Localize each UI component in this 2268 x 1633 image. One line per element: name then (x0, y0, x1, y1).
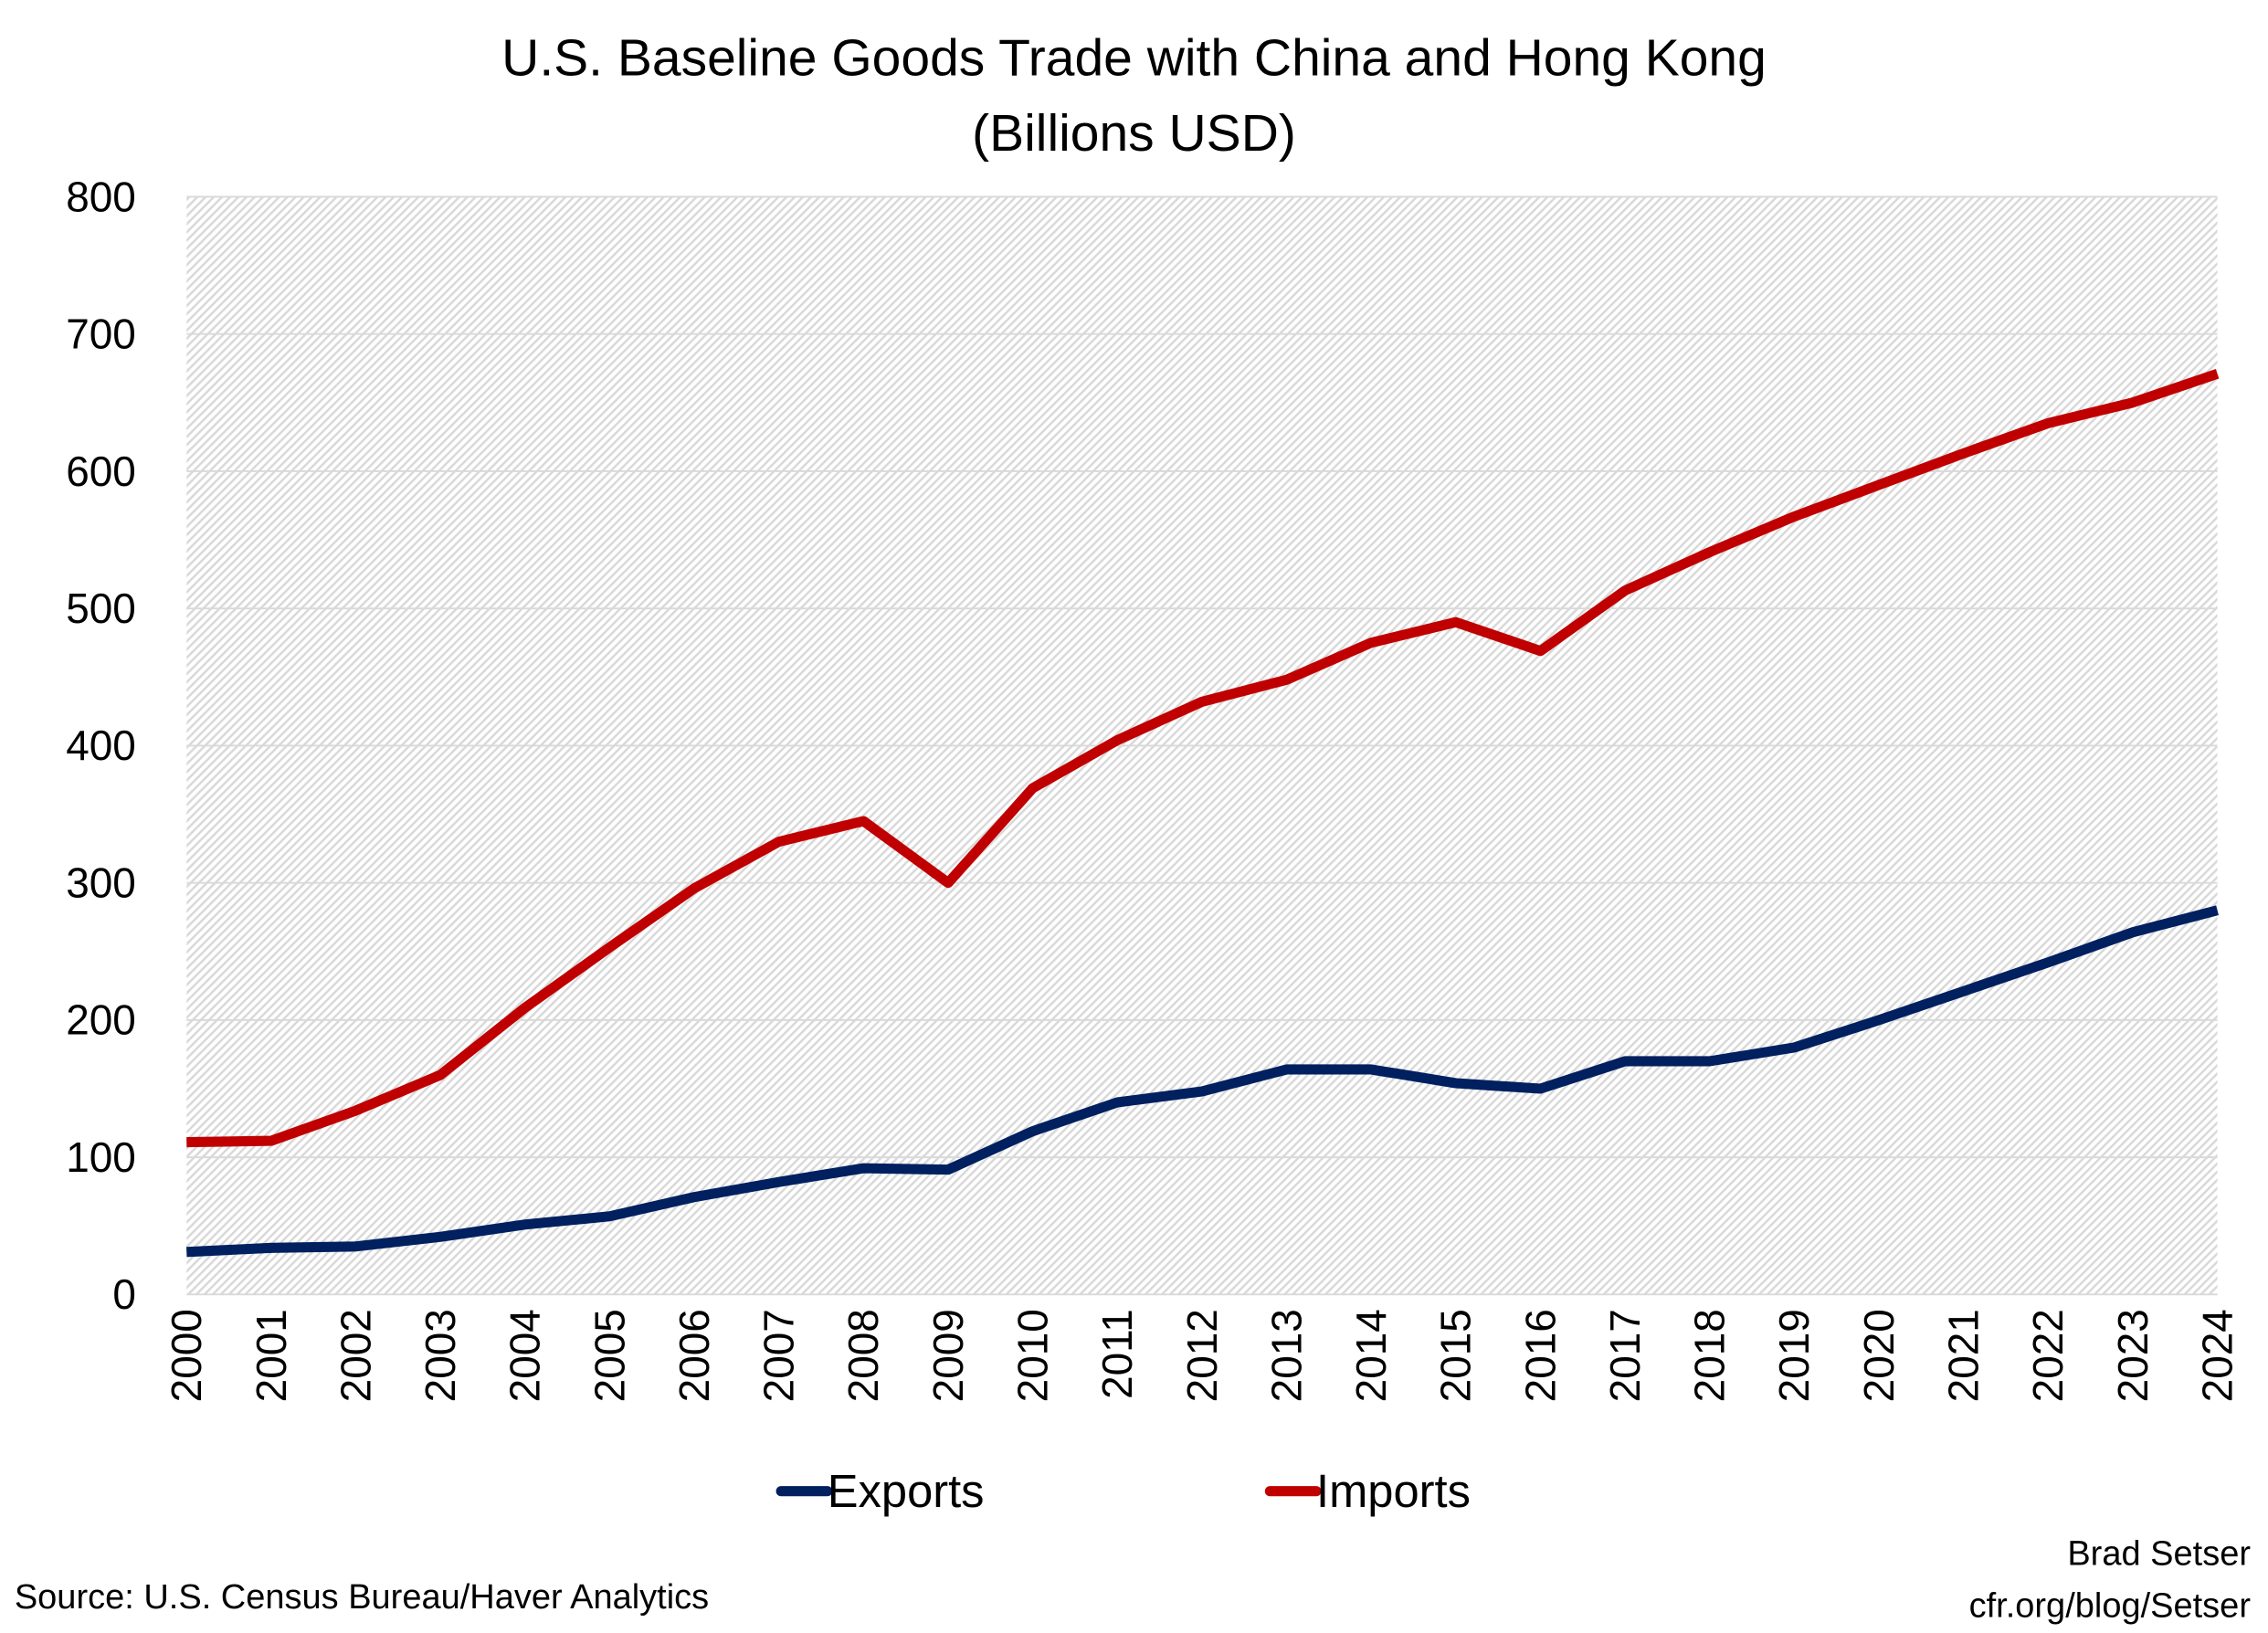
y-tick-label: 0 (112, 1270, 136, 1318)
x-tick-label: 2011 (1093, 1309, 1141, 1399)
x-tick-label: 2009 (924, 1309, 972, 1402)
x-tick-label: 2016 (1516, 1309, 1564, 1402)
y-tick-label: 400 (66, 722, 136, 769)
y-tick-label: 500 (66, 585, 136, 632)
x-tick-label: 2004 (501, 1309, 549, 1402)
x-tick-label: 2013 (1262, 1309, 1310, 1402)
x-tick-label: 2023 (2109, 1309, 2157, 1402)
x-tick-label: 2015 (1432, 1309, 1480, 1402)
legend: Exports Imports (775, 1465, 1471, 1517)
x-tick-label: 2012 (1178, 1309, 1226, 1402)
y-tick-label: 600 (66, 448, 136, 495)
x-tick-label: 2024 (2193, 1309, 2241, 1402)
x-tick-label: 2010 (1008, 1309, 1056, 1402)
x-tick-label: 2000 (163, 1309, 210, 1402)
y-tick-label: 700 (66, 311, 136, 358)
legend-label-imports: Imports (1316, 1465, 1471, 1517)
x-tick-label: 2022 (2024, 1309, 2072, 1402)
x-tick-label: 2002 (332, 1309, 379, 1402)
chart-title: U.S. Baseline Goods Trade with China and… (501, 28, 1767, 87)
y-tick-label: 800 (66, 173, 136, 220)
x-tick-label: 2001 (248, 1309, 295, 1402)
x-tick-label: 2020 (1855, 1309, 1903, 1402)
x-tick-label: 2018 (1686, 1309, 1734, 1402)
x-tick-label: 2003 (417, 1309, 464, 1402)
y-tick-label: 200 (66, 996, 136, 1044)
x-tick-label: 2005 (585, 1309, 633, 1402)
x-tick-label: 2014 (1347, 1309, 1395, 1402)
x-tick-label: 2008 (839, 1309, 887, 1402)
x-tick-label: 2006 (670, 1309, 718, 1402)
legend-label-exports: Exports (828, 1465, 985, 1517)
y-tick-label: 300 (66, 859, 136, 906)
x-tick-label: 2017 (1601, 1309, 1649, 1402)
source-note: Source: U.S. Census Bureau/Haver Analyti… (15, 1578, 709, 1617)
author-credit: Brad Setser (2067, 1534, 2251, 1573)
y-tick-label: 100 (66, 1133, 136, 1181)
chart-subtitle: (Billions USD) (972, 104, 1296, 163)
x-tick-label: 2019 (1770, 1309, 1818, 1402)
x-tick-label: 2021 (1939, 1309, 1987, 1402)
author-site: cfr.org/blog/Setser (1969, 1586, 2252, 1625)
x-tick-label: 2007 (755, 1309, 803, 1402)
